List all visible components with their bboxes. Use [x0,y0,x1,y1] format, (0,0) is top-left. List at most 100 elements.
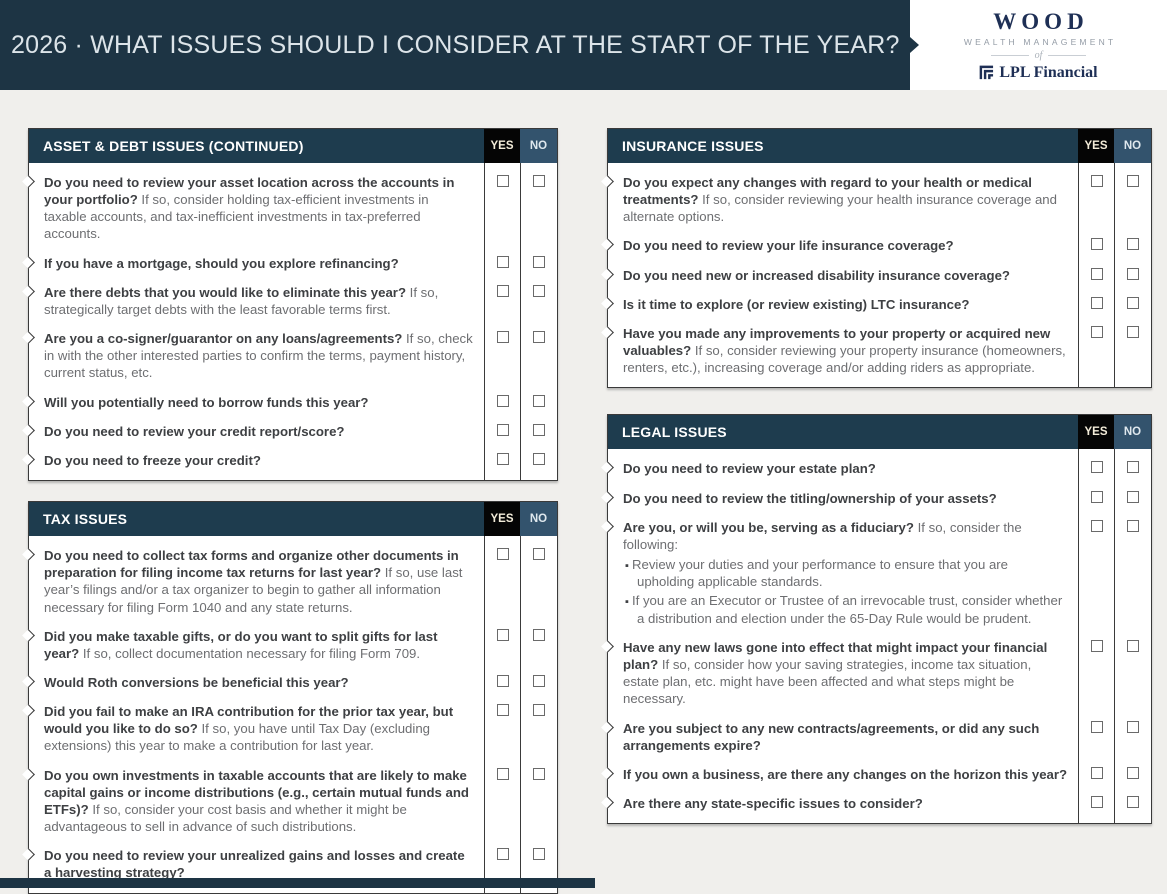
checkbox-no[interactable] [1127,238,1139,251]
sub-bullet-list: Review your duties and your performance … [623,556,1068,627]
checkbox-no[interactable] [533,175,545,187]
sub-bullet: If you are an Executor or Trustee of an … [625,592,1068,626]
banner-arrow-icon [910,37,919,53]
item-text: Do you need to review the titling/owners… [601,484,1078,513]
checkbox-no[interactable] [533,394,545,407]
checkbox-no[interactable] [533,848,545,861]
checkbox-no[interactable] [533,284,545,297]
item-text: Do you own investments in taxable accoun… [22,761,484,842]
checkbox-no[interactable] [533,704,545,717]
no-cell [1114,483,1151,513]
checkbox-no[interactable] [533,255,545,268]
yes-cell [1078,632,1114,714]
question-text: Do you need to freeze your credit? [44,452,261,468]
checkbox-no[interactable] [533,767,545,780]
checklist-item: Are you, or will you be, serving as a fi… [601,512,1151,633]
no-cell [1114,759,1151,790]
checkbox-no[interactable] [1127,796,1139,809]
lpl-financial-icon [980,65,994,80]
checkbox-yes[interactable] [496,284,509,297]
no-cell [1114,632,1151,714]
item-text: Are you a co-signer/guarantor on any loa… [22,324,484,387]
checkbox-yes[interactable] [1090,796,1103,809]
yes-cell [1078,231,1114,261]
checkbox-yes[interactable] [1090,461,1103,474]
item-text: Do you need to freeze your credit? [22,446,484,480]
checkbox-yes[interactable] [496,175,509,187]
no-cell [520,163,557,249]
chevron-marker-icon [22,331,35,344]
checkbox-yes[interactable] [1090,296,1103,309]
checkbox-yes[interactable] [1090,490,1103,503]
yes-cell [1078,483,1114,513]
checkbox-yes[interactable] [1090,639,1103,652]
checkbox-no[interactable] [533,548,545,561]
checkbox-yes[interactable] [496,767,509,780]
yes-cell [1078,163,1114,232]
checkbox-no[interactable] [1127,766,1139,779]
checkbox-yes[interactable] [1090,238,1103,251]
checkbox-no[interactable] [533,423,545,436]
checkbox-yes[interactable] [1090,267,1103,280]
checkbox-no[interactable] [1127,490,1139,503]
checkbox-no[interactable] [533,628,545,641]
checklist-item: Would Roth conversions be beneficial thi… [22,667,557,698]
checkbox-no[interactable] [533,452,545,465]
checkbox-yes[interactable] [496,255,509,268]
checkbox-yes[interactable] [496,452,509,465]
item-text: Do you need to review your estate plan? [601,449,1078,483]
question-text: Are you subject to any new contracts/agr… [623,720,1040,753]
checklist-item: Are there debts that you would like to e… [22,277,557,325]
no-cell [520,445,557,481]
no-column-header: NO [520,502,557,537]
checkbox-yes[interactable] [1090,175,1103,187]
checkbox-yes[interactable] [496,674,509,687]
yes-cell [484,697,520,761]
checkbox-yes[interactable] [496,628,509,641]
brand-subtitle: Wealth Management [963,36,1117,47]
checkbox-no[interactable] [1127,519,1139,532]
checkbox-no[interactable] [1127,267,1139,280]
checkbox-no[interactable] [1127,720,1139,733]
question-text: Did you fail to make an IRA contribution… [44,704,454,737]
yes-cell [484,387,520,417]
checkbox-yes[interactable] [1090,325,1103,338]
section-header: INSURANCE ISSUES YES NO [608,129,1151,163]
column-left: ASSET & DEBT ISSUES (CONTINUED) YES NO Do y… [22,128,558,894]
section-body: Do you expect any changes with regard to… [601,163,1151,388]
item-text: If you own a business, are there any cha… [601,760,1078,789]
chevron-marker-icon [601,519,614,533]
checkbox-yes[interactable] [496,394,509,407]
checkbox-no[interactable] [1127,175,1139,187]
checkbox-no[interactable] [1127,296,1139,309]
checkbox-no[interactable] [1127,461,1139,474]
checkbox-yes[interactable] [496,548,509,561]
checkbox-no[interactable] [1127,325,1139,338]
checkbox-no[interactable] [533,331,545,344]
checkbox-no[interactable] [1127,639,1139,652]
checkbox-yes[interactable] [496,704,509,717]
note-text: If so, consider holding tax-efficient in… [44,192,429,242]
section-body: Do you need to collect tax forms and org… [22,536,557,893]
brand-logo: Wood Wealth Management of LPL Financial [910,0,1167,90]
checkbox-no[interactable] [533,674,545,687]
yes-cell [1078,260,1114,290]
checkbox-yes[interactable] [1090,519,1103,532]
no-cell [1114,231,1151,261]
item-text: Will you potentially need to borrow fund… [22,388,484,417]
chevron-marker-icon [601,490,614,504]
yes-column-header: YES [484,129,520,163]
divider [1048,54,1087,56]
chevron-marker-icon [601,796,614,809]
checkbox-yes[interactable] [496,423,509,436]
question-text: Do you expect any changes with regard to… [623,175,1032,208]
checkbox-yes[interactable] [1090,766,1103,779]
checkbox-yes[interactable] [496,331,509,344]
note-text: If so, consider the following: [623,519,1022,552]
section-body: Do you need to review your estate plan? D… [601,449,1151,824]
checkbox-yes[interactable] [496,848,509,861]
chevron-marker-icon [22,394,35,408]
checkbox-yes[interactable] [1090,720,1103,733]
checklist-item: Is it time to explore (or review existin… [601,289,1151,319]
checklist-item: Are you subject to any new contracts/agr… [601,713,1151,760]
